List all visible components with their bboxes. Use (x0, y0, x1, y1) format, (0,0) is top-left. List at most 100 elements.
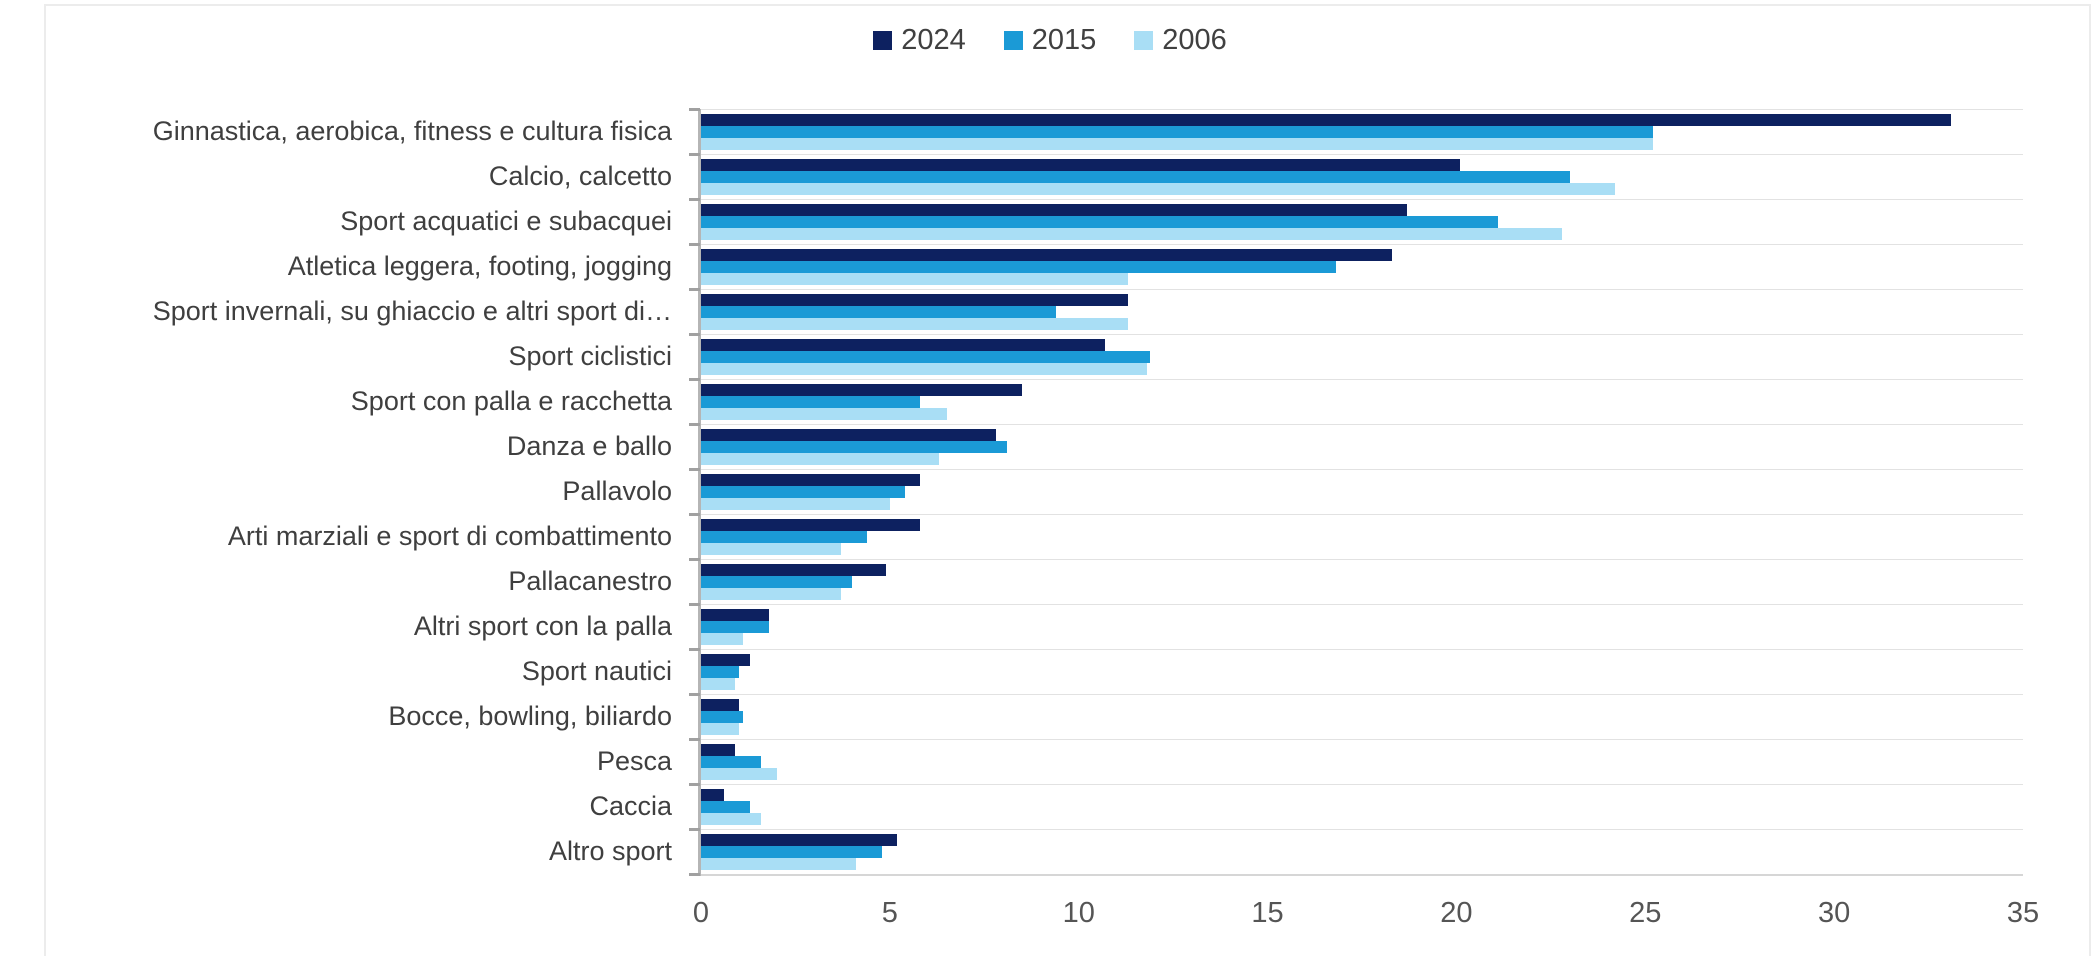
y-axis-tick-mark (689, 153, 700, 156)
category-band (701, 784, 2023, 829)
bar-2006 (701, 408, 947, 420)
bar-2015 (701, 171, 1570, 183)
y-axis-tick-mark (689, 423, 700, 426)
category-band (701, 424, 2023, 469)
bar-2006 (701, 678, 735, 690)
bar-2015 (701, 261, 1336, 273)
legend-label-2006: 2006 (1162, 24, 1227, 56)
category-band (701, 379, 2023, 424)
bar-2006 (701, 228, 1563, 240)
category-label: Altro sport (548, 836, 672, 866)
bar-2006 (701, 453, 939, 465)
category-label: Calcio, calcetto (488, 161, 672, 191)
x-axis-tick-label: 35 (2006, 897, 2040, 929)
bar-2006 (701, 138, 1653, 150)
bar-2024 (701, 609, 769, 621)
category-band (701, 469, 2023, 514)
bar-2024 (701, 249, 1393, 261)
category-band (701, 604, 2023, 649)
bar-2024 (701, 519, 921, 531)
y-axis-tick-mark (689, 873, 700, 876)
bar-2006 (701, 318, 1128, 330)
category-band (701, 739, 2023, 784)
bar-2015 (701, 846, 883, 858)
bar-2024 (701, 339, 1106, 351)
category-band (701, 514, 2023, 559)
legend-label-2015: 2015 (1031, 24, 1097, 56)
bar-2024 (701, 294, 1128, 306)
legend-item-2015: 2015 (1003, 24, 1097, 57)
bar-2024 (701, 744, 735, 756)
bar-2015 (701, 531, 868, 543)
bar-2015 (701, 486, 905, 498)
bar-2006 (701, 183, 1616, 195)
bar-2015 (701, 126, 1653, 138)
bar-2006 (701, 543, 841, 555)
x-axis-tick-label: 20 (1440, 897, 1473, 929)
category-axis-labels: Ginnastica, aerobica, fitness e cultura … (50, 109, 672, 874)
bar-2024 (701, 474, 921, 486)
bar-2024 (701, 834, 898, 846)
bar-2024 (701, 159, 1461, 171)
y-axis-tick-mark (689, 513, 700, 516)
legend-label-2024: 2024 (901, 24, 966, 56)
category-band (701, 649, 2023, 694)
y-axis-tick-mark (689, 693, 700, 696)
category-band (701, 694, 2023, 739)
bar-2015 (701, 756, 762, 768)
legend-item-2006: 2006 (1134, 24, 1227, 57)
bar-2015 (701, 306, 1057, 318)
x-axis-tick-label: 30 (1818, 897, 1851, 929)
category-label: Pallavolo (562, 476, 672, 506)
category-band (701, 559, 2023, 604)
bar-2015 (701, 441, 1007, 453)
y-axis-tick-mark (689, 288, 700, 291)
x-axis-tick-label: 10 (1062, 897, 1095, 929)
category-label: Atletica leggera, footing, jogging (287, 251, 672, 281)
category-label: Sport nautici (521, 656, 672, 686)
x-axis-tick-labels: 0 5 10 15 20 25 30 35 (693, 897, 2039, 937)
category-band (701, 244, 2023, 289)
y-axis-tick-mark (689, 648, 700, 651)
bar-2024 (701, 384, 1023, 396)
bar-2015 (701, 351, 1151, 363)
bar-2015 (701, 216, 1498, 228)
y-axis-tick-mark (689, 378, 700, 381)
bar-2024 (701, 699, 739, 711)
bar-2006 (701, 498, 890, 510)
bar-2015 (701, 396, 921, 408)
bar-2024 (701, 789, 724, 801)
x-axis-tick-label: 15 (1251, 897, 1284, 929)
category-band (701, 154, 2023, 199)
y-axis-tick-mark (689, 108, 700, 111)
bar-2006 (701, 363, 1147, 375)
chart-legend: 2024 2015 2006 (0, 24, 2100, 57)
category-label: Caccia (589, 791, 672, 821)
category-label: Arti marziali e sport di combattimento (227, 521, 672, 551)
category-label: Danza e ballo (506, 431, 672, 461)
category-band (701, 334, 2023, 379)
y-axis-tick-mark (689, 333, 700, 336)
y-axis-tick-mark (689, 603, 700, 606)
bar-2024 (701, 114, 1952, 126)
bar-2015 (701, 576, 853, 588)
legend-swatch-2015-icon (1003, 31, 1023, 50)
plot-area (701, 109, 2023, 876)
y-axis-line (698, 109, 701, 876)
y-axis-tick-mark (689, 783, 700, 786)
legend-swatch-2024-icon (873, 31, 893, 50)
x-axis-tick-label: 0 (692, 897, 710, 929)
category-label: Sport invernali, su ghiaccio e altri spo… (152, 296, 672, 326)
y-axis-tick-mark (689, 468, 700, 471)
category-label: Sport con palla e racchetta (350, 386, 672, 416)
bar-2015 (701, 621, 769, 633)
bar-2024 (701, 564, 887, 576)
y-axis-tick-mark (689, 243, 700, 246)
bar-2006 (701, 588, 841, 600)
bar-2006 (701, 813, 762, 825)
bar-2024 (701, 654, 751, 666)
legend-swatch-2006-icon (1134, 31, 1154, 50)
bar-2006 (701, 723, 739, 735)
bar-2024 (701, 204, 1408, 216)
legend-item-2024: 2024 (873, 24, 966, 57)
